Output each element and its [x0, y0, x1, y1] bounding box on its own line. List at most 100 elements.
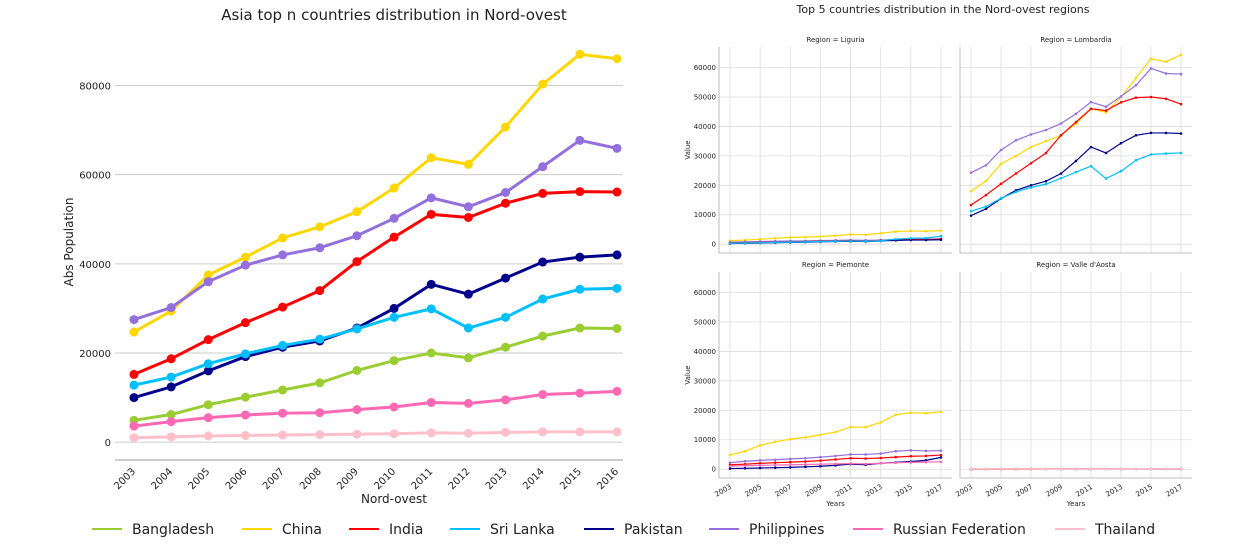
data-point	[129, 393, 139, 403]
facet-data-point	[999, 196, 1003, 200]
data-point	[240, 392, 250, 402]
facet-data-point	[1149, 131, 1153, 135]
data-point	[315, 378, 325, 388]
facet-ylabel: Value	[684, 365, 692, 384]
data-point	[501, 122, 511, 132]
facet-data-point	[864, 425, 867, 429]
facet-data-point	[879, 231, 883, 235]
data-point	[278, 430, 288, 440]
facet-xtick-label: 2017	[1165, 483, 1184, 499]
left-xtick-label: 2013	[484, 466, 510, 492]
facet-xtick-label: 2007	[774, 483, 793, 499]
data-point	[463, 202, 473, 212]
facet-data-point	[1059, 133, 1063, 137]
facet-data-point	[788, 466, 792, 469]
facet-data-point	[1179, 467, 1183, 471]
data-point	[352, 207, 362, 217]
facet-ytick-label: 40000	[694, 123, 716, 131]
data-point	[278, 250, 288, 260]
facet-data-point	[1119, 141, 1123, 145]
facet-data-point	[819, 459, 822, 462]
facet-xtick-label: 2013	[864, 483, 883, 499]
facet-data-point	[909, 454, 913, 458]
facet-data-point	[1164, 60, 1168, 64]
facet-data-point	[728, 241, 732, 245]
facet-data-point	[909, 236, 913, 240]
facet-data-point	[819, 433, 822, 437]
left-xtick-label: 2016	[595, 466, 621, 492]
facet-data-point	[1149, 95, 1153, 99]
left-ytick-label: 60000	[79, 171, 111, 182]
data-point	[538, 162, 548, 172]
legend-label: Bangladesh	[132, 522, 214, 538]
facet-xlabel: Years	[1066, 500, 1086, 508]
data-point	[463, 428, 473, 438]
facet-data-point	[834, 454, 837, 458]
facet-data-point	[773, 440, 777, 444]
facet-data-point	[1149, 153, 1153, 156]
facet-data-point	[1029, 145, 1033, 149]
facet-data-point	[1029, 184, 1033, 187]
facet-data-point	[1119, 95, 1123, 98]
data-point	[426, 304, 436, 314]
facet-data-point	[788, 236, 792, 239]
facet-data-point	[1089, 100, 1093, 104]
data-point	[463, 212, 473, 222]
facet-data-point	[743, 241, 747, 245]
data-point	[129, 369, 139, 379]
data-point	[463, 159, 473, 169]
data-point	[203, 359, 213, 369]
facet-data-point	[758, 461, 762, 465]
facet-data-point	[999, 467, 1003, 471]
data-point	[612, 250, 622, 260]
facet-ytick-label: 0	[712, 466, 716, 474]
facet-data-point	[804, 463, 807, 466]
facet-xtick-label: 2009	[804, 483, 823, 499]
data-point	[501, 342, 511, 352]
series-line-russian-federation	[133, 389, 618, 428]
legend: Bangladesh China India Sri Lanka Pakistan Phi…	[92, 522, 1155, 538]
data-point	[575, 323, 585, 333]
facet-ytick-label: 50000	[694, 319, 716, 327]
data-point	[203, 366, 213, 376]
facet-data-point	[894, 461, 898, 464]
facet-data-point	[864, 239, 867, 243]
facet-data-point	[1119, 101, 1123, 104]
data-point	[575, 135, 585, 145]
facet-data-point	[1044, 128, 1048, 132]
left-ytick-label: 0	[105, 438, 111, 449]
facet-data-point	[1014, 190, 1018, 194]
facet-data-point	[834, 234, 837, 237]
data-point	[166, 410, 176, 420]
data-point	[538, 188, 548, 198]
data-point	[501, 312, 511, 322]
facet-data-point	[879, 452, 883, 455]
facet-title: Region = Piemonte	[802, 261, 869, 269]
data-point	[315, 286, 325, 296]
data-point	[538, 79, 548, 89]
facet-data-point	[939, 449, 943, 452]
facet-data-point	[969, 203, 973, 207]
left-xtick-label: 2003	[112, 466, 138, 492]
facet-data-point	[758, 459, 762, 462]
facet-xlabel: Years	[825, 500, 845, 508]
legend-label: Philippines	[749, 522, 824, 538]
facet-data-point	[939, 229, 943, 232]
facet-data-point	[1059, 122, 1063, 125]
facet-ytick-label: 60000	[694, 64, 716, 72]
facet-data-point	[804, 456, 807, 460]
right-chart: Top 5 countries distribution in the Nord…	[684, 3, 1192, 508]
data-point	[352, 405, 362, 415]
facet-data-point	[939, 238, 943, 242]
facet-data-point	[728, 467, 732, 470]
data-point	[203, 413, 213, 423]
facet-xtick-label: 2015	[894, 483, 913, 499]
facet-data-point	[1179, 102, 1183, 106]
data-point	[389, 232, 399, 242]
data-point	[538, 331, 548, 341]
facet-data-point	[1104, 105, 1108, 109]
facet-data-point	[939, 460, 943, 464]
legend-label: Russian Federation	[893, 522, 1026, 538]
left-xtick-label: 2011	[410, 466, 436, 492]
facet-data-point	[924, 411, 928, 415]
